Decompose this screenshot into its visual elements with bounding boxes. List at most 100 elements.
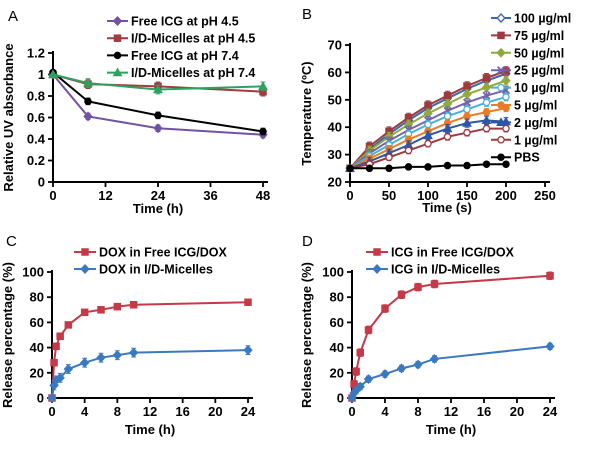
y-tick-label: 80 <box>30 290 44 305</box>
marker <box>481 82 492 93</box>
y-tick-label: 0.6 <box>27 110 45 125</box>
marker <box>63 364 74 374</box>
legend-item: DOX in Free ICG/DOX <box>74 246 227 260</box>
y-tick-label: 70 <box>328 38 342 53</box>
marker <box>497 153 505 161</box>
legend: Free ICG at pH 4.5 I/D-Micelles at pH 4.5… <box>107 15 255 80</box>
marker <box>364 326 373 334</box>
legend-label: 100 µg/ml <box>514 12 571 26</box>
panel-a-chart: A 0 12 24 36 48 0 0.2 0.4 0.6 0.8 1 1.2 Time (h) Relat… <box>1 8 270 216</box>
x-tick-label: 0 <box>348 404 355 419</box>
marker <box>385 153 393 162</box>
marker <box>113 51 122 60</box>
legend-item: DOX in I/D-Micelles <box>74 263 213 277</box>
panel-b-chart: B 0 50 100 150 200 250 20 30 40 50 60 70 Time (s) Temp… <box>300 6 571 215</box>
x-tick-label: 12 <box>98 188 112 203</box>
x-tick-label: 24 <box>241 404 256 419</box>
marker <box>112 350 123 361</box>
marker <box>153 123 163 134</box>
marker <box>128 347 139 358</box>
y-tick-label: 0 <box>38 175 45 190</box>
marker <box>96 352 106 363</box>
marker <box>64 321 73 329</box>
legend-item: 10 µg/ml <box>491 81 564 95</box>
series-line <box>52 73 264 136</box>
legend-item: 50 µg/ml <box>491 46 564 60</box>
legend-item: PBS <box>491 151 540 165</box>
marker <box>113 34 122 42</box>
legend-item: 1 µg/ml <box>491 133 557 147</box>
marker <box>84 97 92 106</box>
axes <box>47 270 253 403</box>
marker <box>482 91 491 100</box>
marker <box>481 115 492 124</box>
legend-item: 2 µg/ml <box>491 116 557 130</box>
x-tick-label: 250 <box>534 188 556 203</box>
marker <box>430 280 439 288</box>
marker <box>55 372 65 383</box>
legend-label: DOX in I/D-Micelles <box>99 263 213 277</box>
marker <box>429 353 440 364</box>
marker <box>546 272 554 280</box>
marker <box>154 111 162 120</box>
legend-label: 25 µg/ml <box>514 64 564 78</box>
x-tick-label: 12 <box>444 404 458 419</box>
series-icg-in-i-d-micelles <box>347 341 555 403</box>
legend-label: ICG in I/D-Micelles <box>391 263 500 277</box>
y-tick-label: 1.2 <box>27 46 45 61</box>
marker <box>501 75 511 86</box>
x-tick-label: 0 <box>49 188 56 203</box>
marker <box>397 290 406 299</box>
marker <box>112 16 123 26</box>
x-tick-label: 150 <box>456 188 478 203</box>
x-tick-label: 0 <box>346 188 353 203</box>
marker <box>52 342 60 351</box>
y-tick-label: 20 <box>30 365 44 380</box>
series-line <box>52 71 264 133</box>
y-tick-label: 50 <box>328 92 342 107</box>
legend-label: I/D-Micelles at pH 7.4 <box>131 66 255 80</box>
series-pbs <box>346 160 510 173</box>
legend: 100 µg/ml 75 µg/ml 50 µg/ml 25 µg/ml 10 µg/m… <box>491 12 571 165</box>
marker <box>482 74 491 82</box>
marker <box>443 161 452 170</box>
marker <box>385 164 393 173</box>
marker <box>502 160 510 168</box>
marker <box>356 348 365 357</box>
legend-label: I/D-Micelles at pH 4.5 <box>131 32 255 46</box>
y-tick-label: 40 <box>330 340 344 355</box>
legend-item: I/D-Micelles at pH 7.4 <box>107 66 255 80</box>
marker <box>352 367 360 376</box>
marker <box>81 248 89 256</box>
legend-label: 50 µg/ml <box>514 46 564 60</box>
marker <box>497 83 505 92</box>
x-tick-label: 16 <box>477 404 491 419</box>
marker <box>545 341 555 352</box>
legend: DOX in Free ICG/DOX DOX in I/D-Micelles <box>74 246 227 277</box>
marker <box>496 66 506 75</box>
y-tick-label: 40 <box>30 340 44 355</box>
x-tick-label: 0 <box>48 404 55 419</box>
marker <box>404 163 413 171</box>
x-tick-label: 16 <box>175 404 189 419</box>
marker <box>482 98 491 107</box>
y-tick-label: 60 <box>330 315 344 330</box>
marker <box>355 381 365 392</box>
marker <box>463 161 471 170</box>
x-tick-label: 48 <box>256 188 270 203</box>
marker <box>373 248 381 256</box>
marker <box>259 127 267 136</box>
legend-item: ICG in Free ICG/DOX <box>366 246 515 260</box>
legend-label: 1 µg/ml <box>514 133 557 147</box>
marker <box>463 105 471 114</box>
series-i-d-micelles-at-ph-7-4 <box>48 69 268 95</box>
marker <box>497 31 505 40</box>
marker <box>482 108 491 116</box>
legend-label: 75 µg/ml <box>514 29 564 43</box>
marker <box>363 374 374 385</box>
series-free-icg-at-ph-7-4 <box>49 68 267 136</box>
x-tick-label: 4 <box>381 404 389 419</box>
marker <box>424 101 432 110</box>
marker <box>79 357 90 368</box>
